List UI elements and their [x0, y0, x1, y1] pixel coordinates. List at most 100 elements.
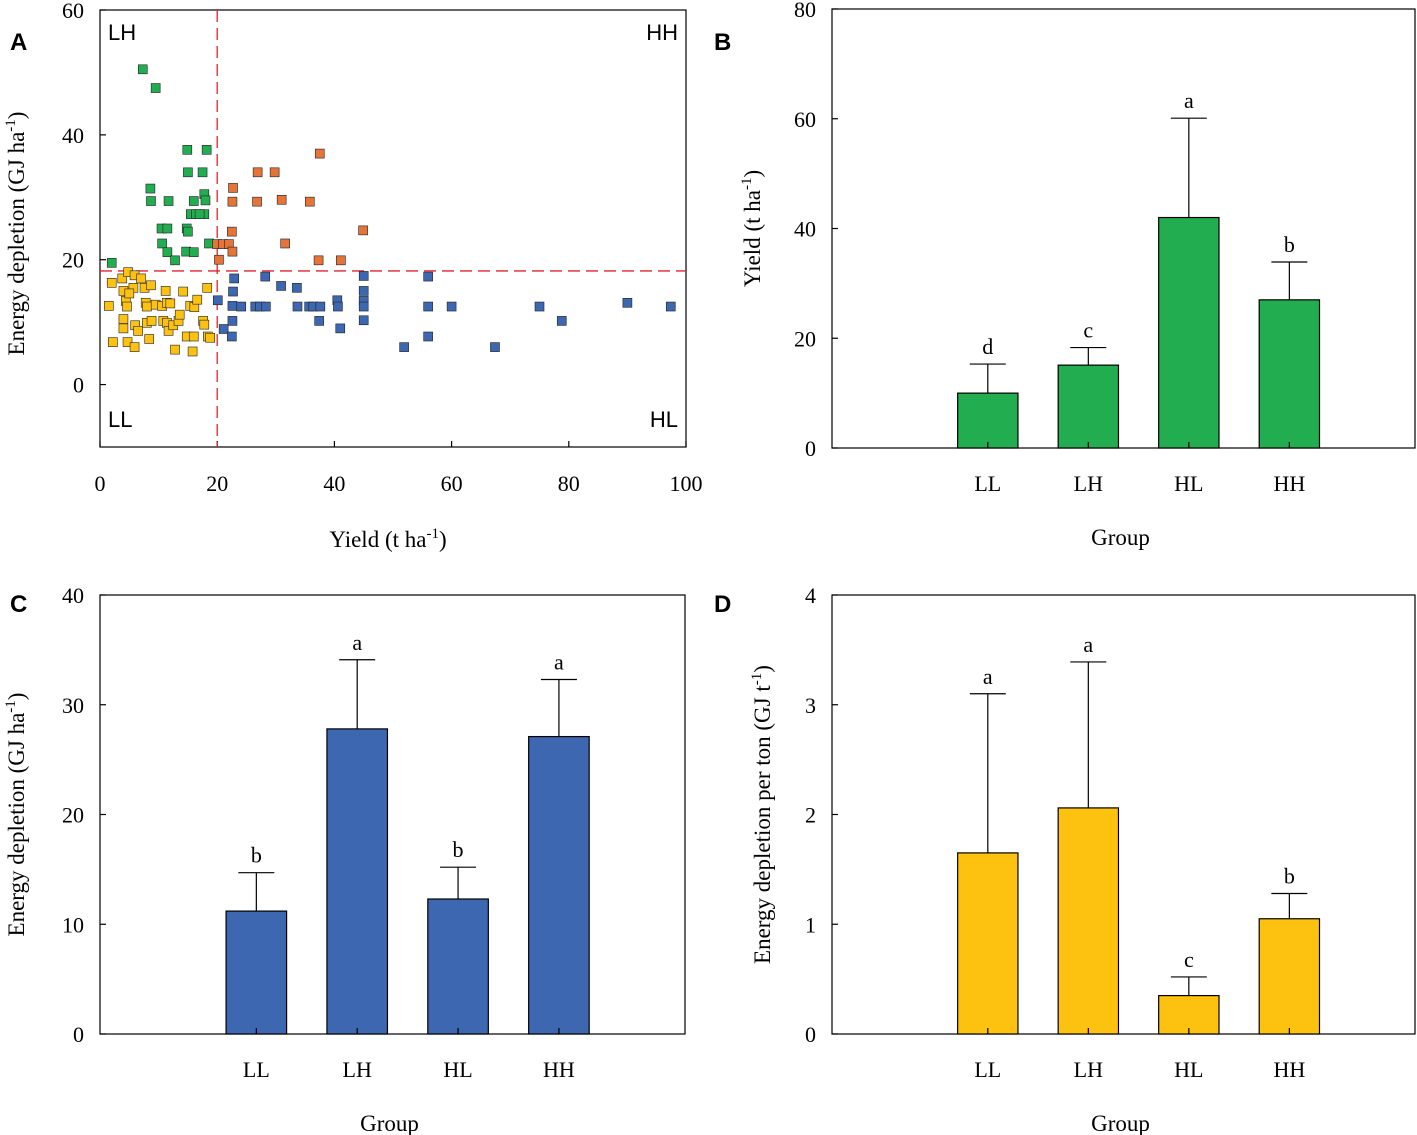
y-axis-title: Yield (t ha-1)	[739, 170, 765, 287]
y-tick-label: 20	[62, 248, 84, 273]
y-tick-label: 10	[62, 912, 84, 937]
x-tick-label: 20	[206, 471, 228, 496]
scatter-point-hh	[358, 225, 368, 236]
scatter-point-hl	[446, 301, 457, 312]
significance-letter-hh: a	[554, 650, 564, 675]
y-axis-title-superscript: -1	[749, 673, 765, 686]
scatter-point-hl	[292, 283, 302, 293]
scatter-point-lh	[106, 258, 117, 268]
quadrant-label-top-right: HH	[646, 20, 678, 45]
y-tick-label: 80	[794, 0, 816, 22]
scatter-point-hl	[333, 301, 343, 312]
panel-d-bar-chart: 0 1 2 3 4 a LL a LH c HL b HH D Group Energy depletion …	[714, 583, 1416, 1135]
x-axis-title: Group	[360, 1111, 419, 1135]
scatter-point-hl	[335, 323, 346, 334]
bar-ll	[225, 910, 288, 1035]
panel-letter-c: C	[10, 591, 27, 618]
y-axis-title-text: Energy depletion per ton (GJ t	[750, 685, 775, 964]
scatter-point-hl	[665, 301, 676, 312]
scatter-point-hh	[280, 238, 290, 249]
scatter-point-ll	[199, 319, 210, 330]
scatter-point-hh	[252, 196, 262, 207]
scatter-point-hl	[236, 301, 247, 312]
x-axis-title-text: Yield (t ha	[329, 527, 426, 552]
y-tick-label: 0	[73, 1022, 84, 1047]
scatter-point-hl	[314, 316, 324, 326]
significance-letter-hl: b	[453, 837, 464, 862]
scatter-point-ll	[192, 294, 203, 305]
scatter-point-hl	[227, 331, 237, 342]
y-tick-label: 0	[805, 1022, 816, 1047]
y-tick-label: 40	[62, 583, 84, 608]
plot-frame	[831, 8, 1416, 449]
bar-hl	[1158, 216, 1220, 449]
scatter-point-hl	[358, 301, 369, 312]
scatter-point-hh	[336, 255, 346, 266]
x-tick-label: 60	[441, 471, 463, 496]
y-axis-title-text: Energy depletion (GJ ha	[4, 713, 29, 937]
panel-b-bar-chart: 0 20 40 60 80 d LL c LH a HL b HH B Group Yield (t ha-1…	[714, 0, 1416, 550]
y-axis-title-close: )	[4, 112, 29, 120]
scatter-point-ll	[174, 309, 185, 320]
y-axis-title-text: Yield (t ha	[740, 190, 765, 287]
bar-hl	[427, 898, 489, 1035]
scatter-point-ll	[118, 314, 129, 324]
y-tick-label: 20	[62, 803, 84, 828]
x-tick-label-hl: HL	[1174, 471, 1203, 496]
scatter-point-ll	[136, 273, 146, 284]
scatter-point-hl	[228, 286, 238, 297]
panel-letter-b: B	[714, 29, 731, 56]
y-tick-label: 40	[62, 123, 84, 148]
scatter-point-lh	[163, 196, 174, 206]
scatter-point-ll	[122, 337, 133, 347]
bar-lh	[326, 728, 389, 1035]
scatter-point-ll	[122, 301, 132, 312]
scatter-point-ll	[103, 301, 114, 311]
scatter-point-hl	[399, 342, 409, 352]
scatter-point-ll	[106, 278, 117, 288]
scatter-point-hh	[276, 194, 287, 205]
scatter-point-lh	[157, 238, 167, 249]
scatter-point-ll	[146, 280, 156, 291]
x-axis-title: Yield (t ha-1)	[329, 526, 446, 552]
y-tick-label: 40	[794, 217, 816, 242]
scatter-point-hl	[622, 297, 633, 308]
quadrant-label-bottom-right: HL	[650, 407, 678, 432]
significance-letter-lh: c	[1083, 318, 1093, 343]
scatter-point-hl	[358, 315, 369, 326]
scatter-point-lh	[204, 238, 214, 249]
bar-ll	[957, 852, 1019, 1035]
scatter-point-ll	[187, 346, 198, 357]
significance-letter-ll: b	[251, 843, 262, 868]
significance-letter-hl: a	[1184, 88, 1194, 113]
scatter-point-lh	[200, 195, 211, 206]
scatter-point-hl	[229, 273, 239, 284]
significance-letter-ll: d	[982, 334, 993, 359]
panel-c-bar-chart: 0 10 20 30 40 b LL a LH b HL a HH C Group Energy deplet…	[3, 583, 686, 1135]
scatter-point-hl	[212, 295, 223, 306]
quadrant-label-bottom-left: LL	[108, 407, 132, 432]
y-tick-label: 2	[805, 803, 816, 828]
bar-ll	[957, 392, 1019, 449]
scatter-point-ll	[124, 288, 135, 299]
scatter-point-hh	[214, 254, 224, 265]
scatter-point-lh	[183, 226, 193, 237]
bar-lh	[1057, 364, 1120, 449]
y-axis-title-superscript: -1	[3, 119, 19, 132]
quadrant-label-top-left: LH	[108, 20, 136, 45]
plot-frame	[831, 594, 1416, 1035]
x-tick-label-hl: HL	[443, 1057, 472, 1082]
scatter-point-ll	[108, 337, 118, 347]
scatter-point-lh	[194, 209, 205, 219]
scatter-point-hh	[228, 183, 238, 193]
scatter-point-lh	[150, 83, 161, 93]
x-tick-label: 100	[670, 471, 703, 496]
scatter-point-hh	[269, 167, 280, 178]
plot-frame	[99, 9, 687, 448]
bar-hh	[528, 735, 590, 1035]
scatter-point-lh	[197, 167, 208, 178]
scatter-point-hh	[252, 167, 263, 178]
y-tick-label: 1	[805, 912, 816, 937]
x-tick-label-ll: LL	[243, 1057, 270, 1082]
scatter-point-lh	[137, 64, 148, 75]
